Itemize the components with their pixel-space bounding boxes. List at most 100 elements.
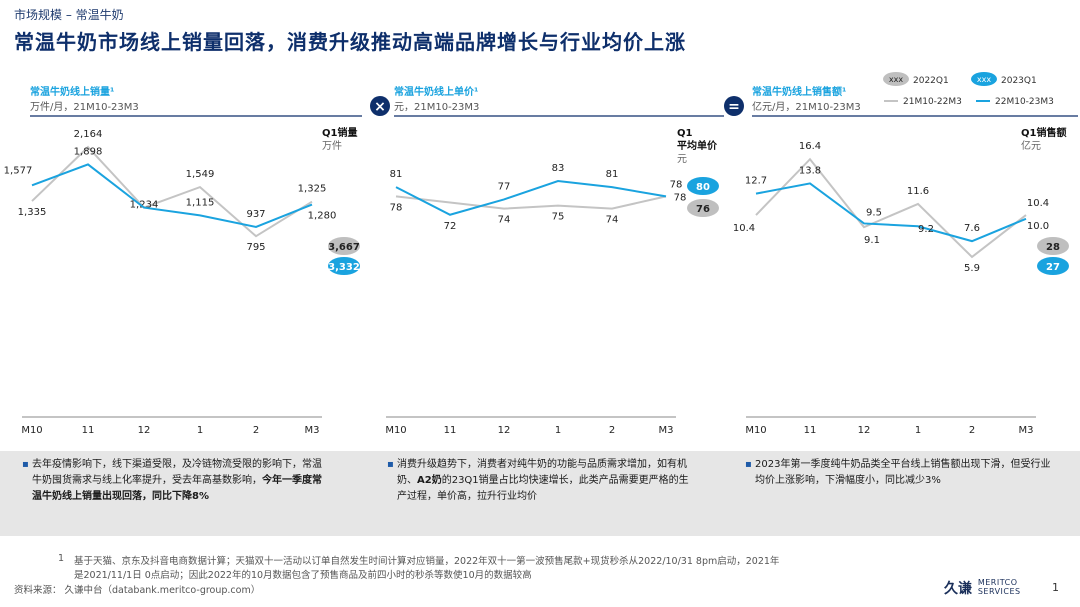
x-tick-label: 2 — [253, 425, 259, 436]
q1-badge-2022 — [687, 199, 719, 217]
equals-operator-glyph: = — [728, 99, 740, 115]
bullet-dot-icon: ▪ — [387, 459, 394, 470]
x-tick-label: 11 — [444, 425, 457, 436]
x-tick-label: 12 — [858, 425, 871, 436]
x-tick-label: 12 — [138, 425, 151, 436]
meritco-logo: 久谦 MERITCO SERVICES — [944, 578, 1021, 598]
legend-badge-2022 — [883, 72, 909, 86]
q1-value-2023: 3,332 — [328, 262, 360, 273]
data-label: 16.4 — [799, 141, 821, 152]
footnote-line-2: 是2021/11/1日 0点启动；因此2022年的10月数据包含了预售商品及前四… — [74, 570, 532, 581]
chart-title: 常温牛奶线上销量¹ — [30, 85, 114, 98]
data-label: 78 — [390, 202, 403, 213]
insight-3: ▪ 2023年第一季度纯牛奶品类全平台线上销售额出现下滑，但受行业均价上涨影响，… — [745, 457, 1055, 489]
x-tick-label: 11 — [804, 425, 817, 436]
data-label: 1,280 — [308, 211, 337, 222]
series-line-2023 — [31, 163, 313, 228]
insight-2-bold: A2奶 — [417, 475, 442, 486]
legend-badge-2023-text: xxx — [977, 75, 991, 84]
data-label: 1,898 — [74, 146, 103, 157]
data-label: 9.5 — [866, 207, 882, 218]
footnote-number: 1 — [58, 553, 65, 564]
x-tick-label: M3 — [1019, 425, 1034, 436]
data-label: 81 — [606, 169, 619, 180]
x-tick-label: 2 — [609, 425, 615, 436]
x-tick-label: 1 — [915, 425, 921, 436]
chart-title: 常温牛奶线上单价¹ — [394, 85, 478, 98]
data-label: 9.2 — [918, 224, 934, 235]
x-tick-label: 2 — [969, 425, 975, 436]
series-line-2022 — [31, 145, 313, 238]
insight-3-text: 2023年第一季度纯牛奶品类全平台线上销售额出现下滑，但受行业均价上涨影响，下滑… — [755, 459, 1051, 486]
legend-badge-2022-text: xxx — [889, 75, 903, 84]
q1-badge-2022 — [328, 237, 360, 255]
legend-label-2023: 2023Q1 — [1001, 76, 1037, 86]
chart-subtitle: 元，21M10-23M3 — [394, 102, 479, 113]
legend-badge-2023 — [971, 72, 997, 86]
series-line-2022 — [395, 195, 667, 210]
data-label: 10.4 — [733, 223, 755, 234]
data-label: 78 — [670, 179, 683, 190]
times-operator-glyph: × — [374, 99, 386, 115]
q1-badge-2023 — [1037, 257, 1069, 275]
data-label: 12.7 — [745, 176, 767, 187]
q1-unit: 元 — [677, 154, 687, 165]
data-label: 795 — [246, 242, 265, 253]
data-label: 9.1 — [864, 235, 880, 246]
data-label: 1,335 — [18, 207, 47, 218]
q1-value-2022: 76 — [696, 204, 710, 215]
legend-line-2022-label: 21M10-22M3 — [903, 97, 962, 107]
legend-label-2022: 2022Q1 — [913, 76, 949, 86]
legend-line-2023-label: 22M10-23M3 — [995, 97, 1054, 107]
q1-label: Q1 — [677, 128, 693, 139]
chart-subtitle: 亿元/月，21M10-23M3 — [752, 100, 861, 113]
series-line-2022 — [755, 157, 1027, 259]
series-line-2023 — [755, 182, 1027, 243]
data-label: 10.0 — [1027, 221, 1049, 232]
data-label: 1,234 — [130, 200, 159, 211]
charts-canvas: xxx 2022Q1 xxx 2023Q1 21M10-22M3 22M10-2… — [4, 72, 1078, 436]
logo-cn: 久谦 — [944, 581, 972, 597]
q1-value-2022: 3,667 — [328, 242, 360, 253]
x-tick-label: M3 — [659, 425, 674, 436]
q1-label: Q1销量 — [322, 126, 357, 139]
source-note: 资料来源： 久谦中台（databank.meritco-group.com） — [14, 585, 261, 596]
page-title: 常温牛奶市场线上销量回落，消费升级推动高端品牌增长与行业均价上涨 — [14, 30, 686, 54]
q1-badge-2023 — [687, 177, 719, 195]
q1-value-2022: 28 — [1046, 242, 1060, 253]
bullet-dot-icon: ▪ — [22, 459, 29, 470]
data-label: 1,549 — [186, 169, 215, 180]
q1-value-2023: 27 — [1046, 262, 1060, 273]
x-tick-label: 11 — [82, 425, 95, 436]
q1-badge-2023 — [328, 257, 360, 275]
insight-2-text-2: 的23Q1销量占比均快速增长，此类产品需要更严格的生产过程，单价高，拉升行业均价 — [397, 475, 689, 502]
data-label: 77 — [498, 181, 511, 192]
data-label: 78 — [674, 192, 687, 203]
insights-panel: ▪ 去年疫情影响下，线下渠道受限，及冷链物流受限的影响下，常温牛奶囤货需求与线上… — [0, 451, 1080, 536]
bullet-dot-icon: ▪ — [745, 459, 752, 470]
data-label: 2,164 — [74, 129, 103, 140]
x-tick-label: M10 — [385, 425, 406, 436]
q1-label: Q1销售额 — [1021, 126, 1066, 139]
q1-value-2023: 80 — [696, 182, 710, 193]
data-label: 1,115 — [186, 197, 215, 208]
x-tick-label: 1 — [197, 425, 203, 436]
data-label: 74 — [498, 215, 511, 226]
logo-en-1: MERITCO — [977, 578, 1018, 587]
x-tick-label: M3 — [305, 425, 320, 436]
footnote-line-1: 基于天猫、京东及抖音电商数据计算；天猫双十一活动以订单自然发生时间计算对应销量，… — [74, 556, 780, 567]
data-label: 74 — [606, 215, 619, 226]
q1-unit: 亿元 — [1021, 139, 1041, 152]
insight-1-bold: 今年一季度常温牛奶线上销量出现回落，同比下降8% — [32, 475, 322, 502]
series-line-2023 — [395, 180, 667, 216]
insight-1-text: 去年疫情影响下，线下渠道受限，及冷链物流受限的影响下，常温牛奶囤货需求与线上化率… — [32, 459, 322, 486]
data-label: 13.8 — [799, 165, 821, 176]
data-label: 83 — [552, 163, 565, 174]
page-number: 1 — [1052, 581, 1059, 594]
insight-2: ▪ 消费升级趋势下，消费者对纯牛奶的功能与品质需求增加，如有机奶、A2奶的23Q… — [387, 457, 693, 505]
x-tick-label: M10 — [745, 425, 766, 436]
data-label: 81 — [390, 169, 403, 180]
